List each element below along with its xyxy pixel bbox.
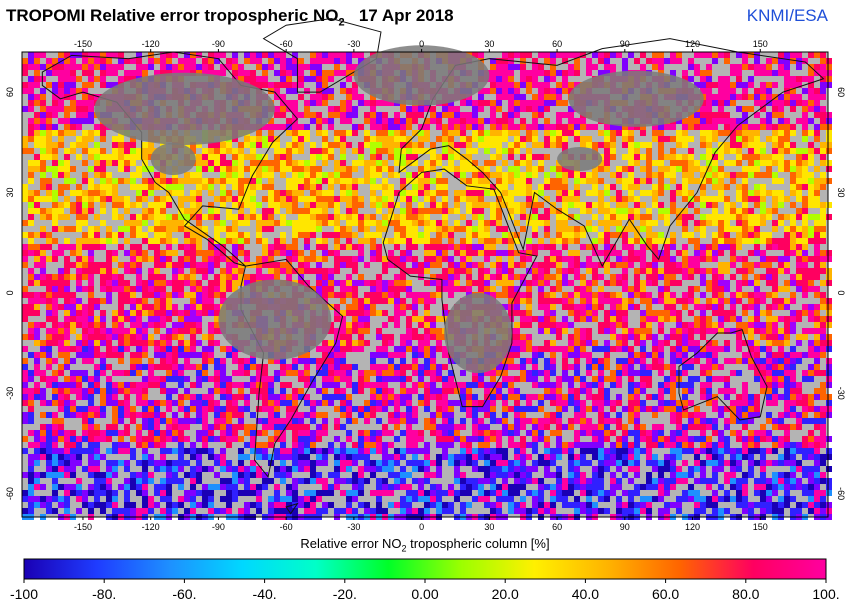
coastline-africa: [382, 168, 538, 408]
lon-tick-label: 0: [419, 522, 424, 532]
lon-tick-label: -60: [280, 39, 293, 49]
landmasses: [41, 18, 825, 515]
colorbar: [23, 558, 827, 580]
lat-tick-label: -60: [836, 487, 846, 500]
land-patch: [557, 147, 603, 172]
colorbar-title-text: Relative error NO: [300, 536, 402, 551]
lat-tick-label: 60: [836, 87, 846, 97]
title-text: TROPOMI Relative error tropospheric NO: [6, 6, 339, 25]
title-date: 17 Apr 2018: [358, 6, 454, 25]
lon-tick-label: -30: [347, 39, 360, 49]
land-patch: [218, 279, 332, 360]
lat-tick-label: -30: [5, 387, 15, 400]
colorbar-title-suffix: tropospheric column [%]: [406, 536, 550, 551]
lon-tick-label: -120: [142, 522, 160, 532]
colorbar-tick-label: -100: [9, 586, 39, 602]
land-patch: [353, 45, 490, 106]
lon-tick-label: -30: [347, 522, 360, 532]
lon-tick-label: 150: [753, 39, 768, 49]
lon-tick-label: 90: [620, 39, 630, 49]
colorbar-tick-label: 60.0: [651, 586, 680, 602]
lat-tick-label: 30: [836, 187, 846, 197]
lon-tick-label: 120: [685, 522, 700, 532]
lon-tick-label: -60: [280, 522, 293, 532]
colorbar-title-sub: 2: [401, 543, 407, 554]
lat-tick-label: 0: [5, 290, 15, 295]
lat-tick-label: 30: [5, 187, 15, 197]
coastline-australia: [678, 329, 768, 421]
land-patch: [444, 292, 512, 374]
land-patch: [150, 142, 196, 176]
land-patch: [568, 70, 704, 127]
colorbar-tick-label: 80.0: [732, 586, 760, 602]
lon-tick-label: 90: [620, 522, 630, 532]
credit-label: KNMI/ESA: [746, 6, 828, 25]
lon-tick-label: 150: [753, 522, 768, 532]
colorbar-tick-label: 0.00: [411, 586, 439, 602]
lon-tick-label: 0: [419, 39, 424, 49]
lon-tick-label: -90: [212, 39, 225, 49]
lon-tick-label: -90: [212, 522, 225, 532]
lon-tick-label: 60: [552, 39, 562, 49]
lon-tick-label: -150: [74, 39, 92, 49]
title-subscript: 2: [338, 16, 345, 29]
colorbar-tick-label: -60.: [172, 586, 197, 602]
map-title: TROPOMI Relative error tropospheric NO2 …: [6, 6, 454, 28]
lat-tick-label: -30: [836, 387, 846, 400]
coastline-eurasia: [398, 38, 825, 268]
lon-tick-label: 30: [484, 39, 494, 49]
lat-tick-label: 0: [836, 290, 846, 295]
colorbar-tick-label: -80.: [92, 586, 117, 602]
lat-tick-label: 60: [5, 87, 15, 97]
lon-tick-label: 120: [685, 39, 700, 49]
lon-tick-label: -150: [74, 522, 92, 532]
lon-tick-label: 60: [552, 522, 562, 532]
colorbar-tick-label: 100.: [812, 586, 840, 602]
colorbar-title: Relative error NO2 tropospheric column […: [0, 536, 850, 554]
colorbar-tick-label: 40.0: [571, 586, 600, 602]
colorbar-tick-label: -20.: [332, 586, 357, 602]
colorbar-tick-label: 20.0: [491, 586, 519, 602]
lat-tick-label: -60: [5, 487, 15, 500]
lon-tick-label: 30: [484, 522, 494, 532]
coastline-antarctic-hint: [285, 502, 299, 515]
map-frame: [21, 51, 829, 518]
lon-tick-label: -120: [142, 39, 160, 49]
colorbar-tick-label: -40.: [252, 586, 277, 602]
land-patch: [94, 72, 275, 145]
